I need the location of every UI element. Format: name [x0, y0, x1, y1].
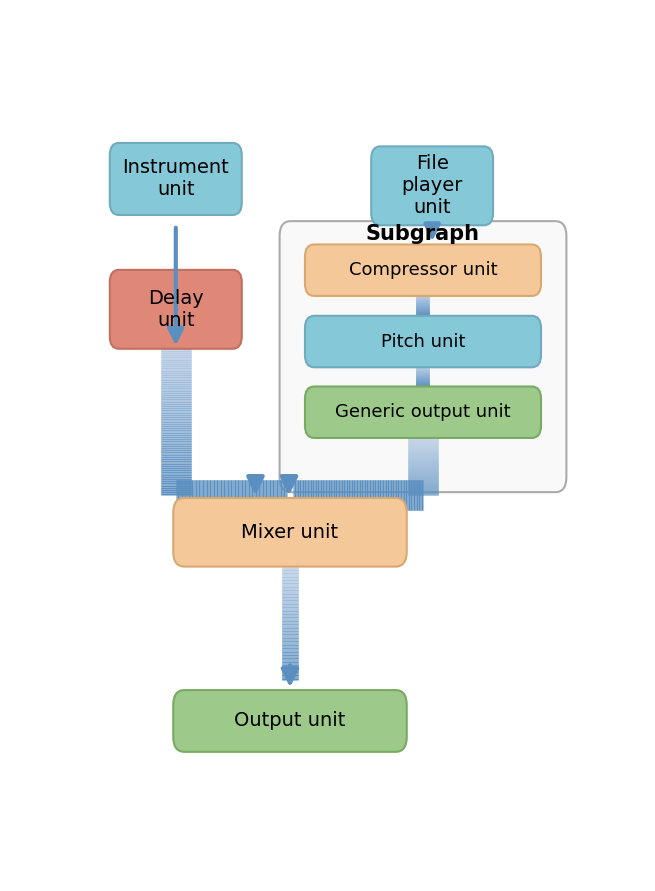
FancyBboxPatch shape	[173, 498, 407, 567]
Text: Instrument
unit: Instrument unit	[122, 159, 229, 200]
FancyBboxPatch shape	[305, 315, 541, 367]
Text: Subgraph: Subgraph	[366, 224, 480, 244]
FancyBboxPatch shape	[305, 387, 541, 438]
FancyBboxPatch shape	[305, 244, 541, 296]
Text: Delay
unit: Delay unit	[148, 289, 204, 330]
Text: Compressor unit: Compressor unit	[348, 261, 497, 279]
FancyBboxPatch shape	[110, 143, 242, 215]
Text: Generic output unit: Generic output unit	[335, 404, 511, 421]
Text: File
player
unit: File player unit	[402, 154, 463, 217]
FancyBboxPatch shape	[173, 690, 407, 752]
FancyBboxPatch shape	[371, 146, 493, 225]
Text: Mixer unit: Mixer unit	[242, 523, 339, 542]
Text: Pitch unit: Pitch unit	[381, 332, 465, 350]
FancyBboxPatch shape	[110, 270, 242, 348]
Text: Output unit: Output unit	[234, 711, 346, 731]
FancyBboxPatch shape	[280, 221, 567, 492]
